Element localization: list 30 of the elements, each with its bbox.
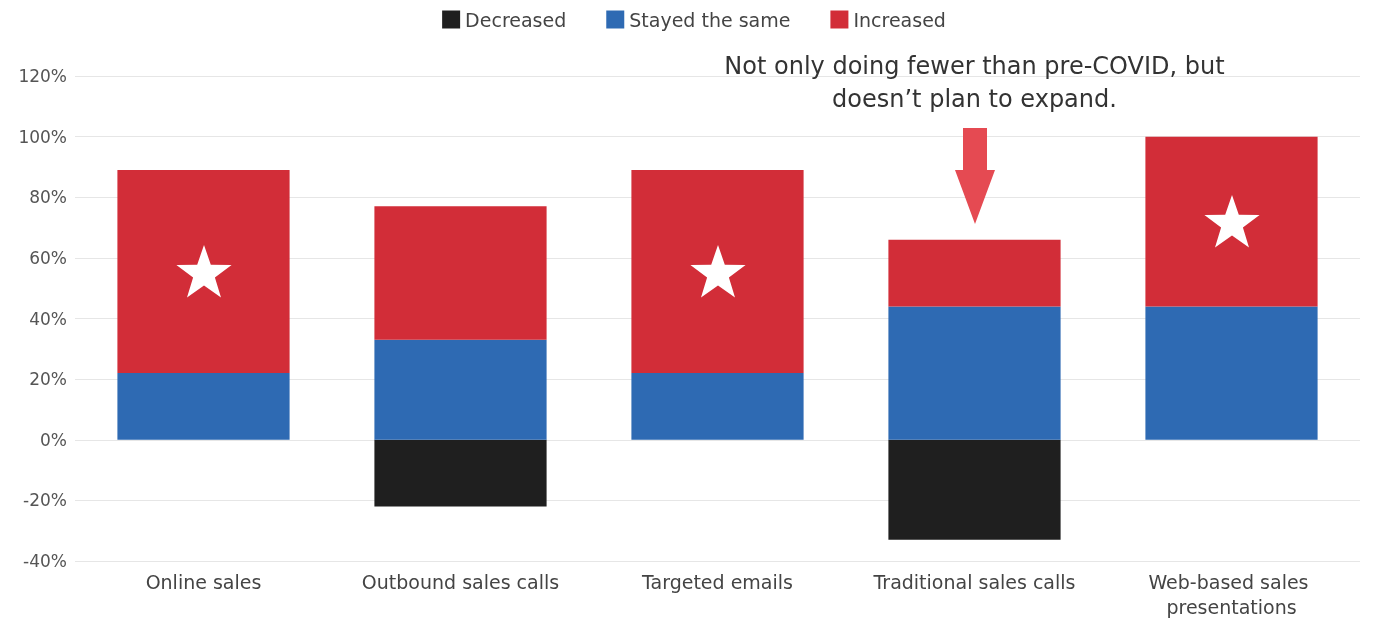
y-tick-label: 100% — [18, 126, 67, 147]
y-tick-label: -40% — [23, 551, 67, 571]
legend-label: Decreased — [465, 8, 567, 31]
y-tick-label: 80% — [29, 187, 67, 208]
bar — [888, 439, 1061, 540]
bar — [117, 169, 290, 374]
y-tick-label: 60% — [29, 247, 67, 268]
y-tick-label: -20% — [23, 490, 67, 511]
x-tick-label: Web-based sales presentations — [1148, 570, 1315, 618]
bar — [631, 373, 804, 440]
y-tick-label: 120% — [18, 66, 67, 86]
y-tick-label: 20% — [29, 369, 67, 390]
y-tick-label: 0% — [40, 429, 67, 450]
bar — [631, 169, 804, 374]
bar — [374, 439, 547, 507]
x-tick-label: Targeted emails — [641, 570, 793, 593]
bar — [117, 373, 290, 440]
legend-label: Stayed the same — [629, 8, 791, 31]
bar — [1145, 306, 1318, 440]
bar — [1145, 136, 1318, 307]
annotation: Not only doing fewer than pre-COVID, but doesn’t plan to expand. — [723, 50, 1226, 115]
bar — [888, 239, 1061, 307]
legend-label: Increased — [853, 8, 946, 31]
bar — [888, 306, 1061, 440]
x-tick-label: Outbound sales calls — [361, 570, 560, 593]
x-tick-label: Traditional sales calls — [872, 570, 1076, 593]
x-tick-label: Online sales — [145, 570, 262, 593]
bar — [374, 339, 547, 440]
y-tick-label: 40% — [29, 308, 67, 329]
bar — [374, 206, 547, 340]
